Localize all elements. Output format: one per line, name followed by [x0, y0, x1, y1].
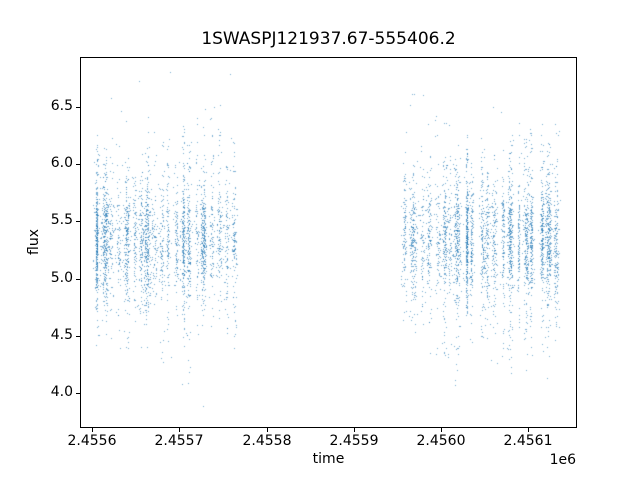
y-tick-label: 6.5	[50, 98, 73, 114]
y-tick-mark	[76, 221, 80, 222]
y-tick-label: 4.0	[50, 384, 73, 400]
x-tick-label: 2.4560	[416, 433, 466, 449]
x-axis-label: time	[312, 451, 345, 467]
x-tick-mark	[528, 428, 529, 432]
y-tick-label: 6.0	[50, 155, 73, 171]
y-tick-mark	[76, 107, 80, 108]
x-tick-mark	[354, 428, 355, 432]
y-tick-mark	[76, 336, 80, 337]
x-tick-label: 2.4558	[242, 433, 292, 449]
chart-title: 1SWASPJ121937.67-555406.2	[201, 29, 456, 49]
y-tick-mark	[76, 393, 80, 394]
x-tick-label: 2.4559	[329, 433, 379, 449]
x-tick-label: 2.4561	[503, 433, 553, 449]
y-tick-label: 4.5	[50, 327, 73, 343]
x-tick-label: 2.4556	[67, 433, 117, 449]
x-tick-mark	[267, 428, 268, 432]
x-tick-mark	[179, 428, 180, 432]
x-tick-mark	[92, 428, 93, 432]
y-tick-mark	[76, 164, 80, 165]
x-tick-label: 2.4557	[154, 433, 204, 449]
y-tick-label: 5.5	[50, 212, 73, 228]
x-tick-mark	[441, 428, 442, 432]
y-tick-mark	[76, 279, 80, 280]
x-axis-offset-text: 1e6	[549, 452, 576, 468]
y-tick-label: 5.0	[50, 270, 73, 286]
scatter-points	[81, 58, 576, 427]
